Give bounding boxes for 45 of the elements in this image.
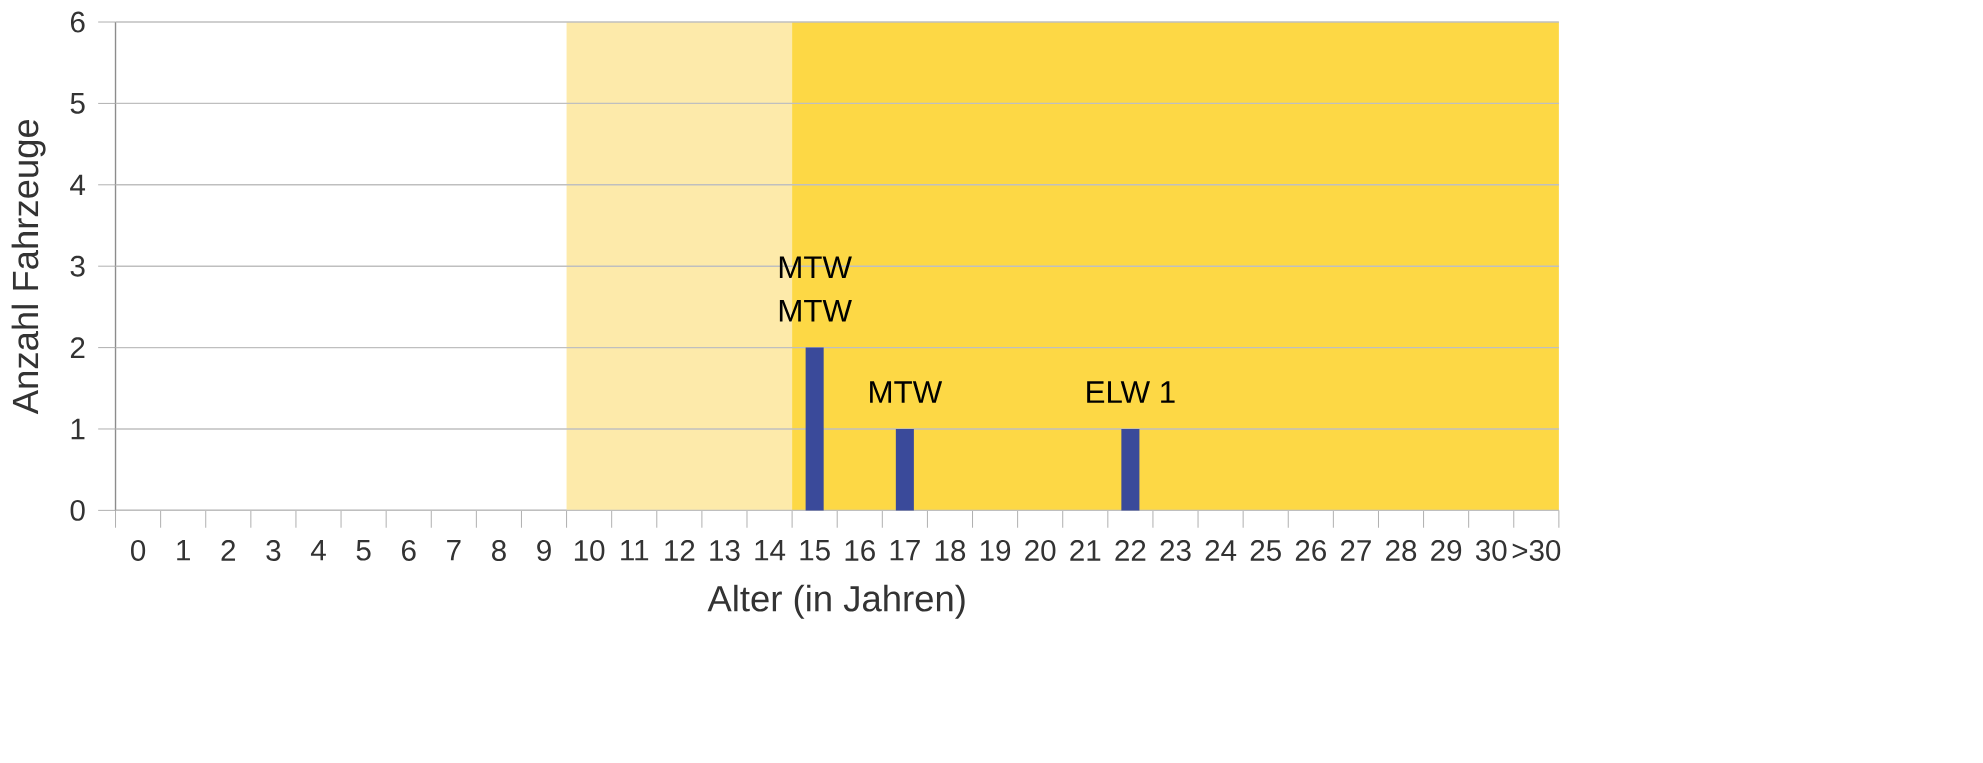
- y-tick-label: 3: [70, 255, 85, 277]
- annotation: MTW: [779, 256, 852, 278]
- x-tick-label: 7: [447, 539, 461, 561]
- x-tick-label: 6: [402, 539, 416, 561]
- x-tick-label: 26: [1295, 539, 1326, 561]
- y-axis-title: Anzahl Fahrzeuge: [11, 119, 46, 414]
- x-tick-label: 16: [845, 539, 875, 561]
- x-tick-label: 0: [131, 539, 146, 561]
- x-tick-label: 14: [755, 539, 786, 561]
- x-tick-label: 11: [621, 539, 649, 561]
- y-tick-label: 0: [70, 499, 85, 521]
- x-tick-label: 20: [1025, 539, 1056, 561]
- annotation: MTW: [779, 299, 852, 322]
- y-tick-label: 6: [70, 11, 85, 33]
- x-tick-label: >30: [1512, 539, 1561, 561]
- x-tick-label: 4: [310, 539, 326, 561]
- x-tick-label: 8: [492, 539, 506, 561]
- x-tick-label: 30: [1475, 539, 1507, 561]
- x-tick-label: 28: [1386, 539, 1417, 561]
- x-tick-label: 12: [665, 539, 695, 561]
- y-tick-label: 5: [70, 92, 85, 114]
- x-tick-label: 5: [356, 539, 371, 561]
- x-tick-label: 24: [1205, 539, 1237, 561]
- x-tick-label: 9: [537, 539, 551, 561]
- annotation: MTW: [870, 381, 943, 403]
- x-tick-label: 27: [1340, 539, 1371, 561]
- x-tick-label: 21: [1070, 539, 1101, 561]
- x-tick-label: 18: [935, 539, 966, 561]
- y-tick-label: 4: [70, 174, 86, 195]
- x-tick-label: 17: [890, 539, 920, 561]
- x-tick-label: 10: [574, 539, 605, 561]
- x-tick-label: 1: [177, 539, 190, 561]
- annotation: ELW 1: [1087, 381, 1175, 403]
- x-tick-label: 22: [1115, 539, 1146, 561]
- x-tick-label: 15: [800, 539, 830, 561]
- x-tick-label: 29: [1431, 539, 1462, 561]
- x-tick-label: 19: [980, 539, 1011, 561]
- x-tick-label: 2: [221, 539, 236, 561]
- x-tick-label: 3: [266, 539, 281, 561]
- x-tick-label: 13: [710, 539, 740, 561]
- x-axis-title: Alter (in Jahren): [707, 584, 965, 619]
- x-tick-label: 25: [1250, 539, 1281, 561]
- x-tick-label: 23: [1160, 539, 1191, 561]
- y-tick-label: 2: [70, 337, 85, 358]
- y-tick-label: 1: [71, 418, 85, 439]
